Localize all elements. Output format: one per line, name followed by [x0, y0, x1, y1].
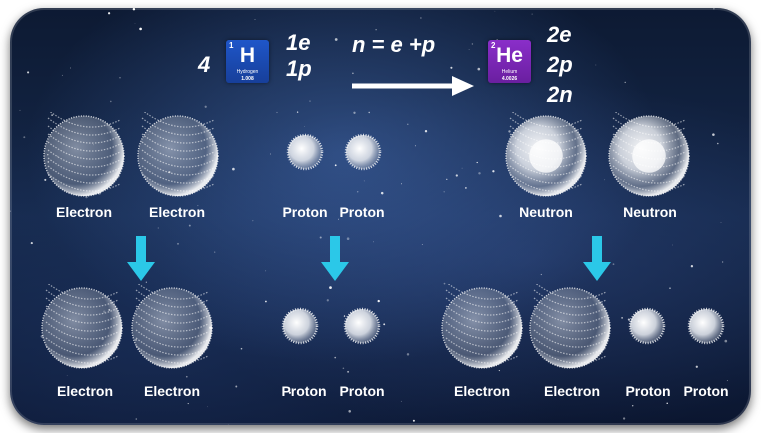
top-label-neutron-2: Neutron: [623, 204, 677, 220]
helium-neutron-count: 2n: [547, 82, 573, 107]
hydrogen-coefficient: 4: [198, 52, 211, 77]
top-electron-2: [137, 112, 219, 197]
top-proton-1: [286, 133, 324, 171]
bottom-proton-2: [343, 307, 381, 345]
top-proton-2: [344, 133, 382, 171]
bottom-proton-3: [628, 307, 666, 345]
top-label-neutron-1: Neutron: [519, 204, 573, 220]
bottom-label-electron-3: Electron: [453, 383, 510, 399]
hydrogen-symbol: H: [239, 44, 256, 67]
reaction-arrow-icon: [352, 76, 474, 96]
bottom-proton-4: [687, 307, 725, 345]
bottom-electron-4: [529, 284, 611, 369]
hydrogen-proton-count: 1p: [286, 56, 312, 81]
neutron-relation: n = e +p: [352, 32, 436, 57]
bottom-proton-1: [281, 307, 319, 345]
bottom-electron-2: [131, 284, 213, 369]
bottom-label-electron-4: Electron: [543, 383, 600, 399]
helium-name: Helium: [501, 69, 518, 75]
bottom-label-proton-3: Proton: [625, 383, 671, 399]
top-neutron-2: [608, 112, 690, 197]
top-label-electron-1: Electron: [55, 204, 112, 220]
bottom-label-proton-4: Proton: [683, 383, 729, 399]
down-arrow-electrons-icon: [127, 236, 155, 281]
top-label-proton-1: Proton: [282, 204, 328, 220]
bottom-label-electron-1: Electron: [56, 383, 113, 399]
hydrogen-atomic-number: 1: [229, 41, 234, 50]
top-electron-1: [43, 112, 125, 197]
starfield-background: [10, 8, 728, 425]
helium-proton-count: 2p: [547, 52, 573, 77]
down-arrow-protons-icon: [321, 236, 349, 281]
hydrogen-electron-count: 1e: [286, 30, 311, 55]
bottom-electron-3: [441, 284, 523, 369]
helium-symbol: He: [496, 44, 523, 67]
down-arrow-neutrons-icon: [583, 236, 611, 281]
top-neutron-1: [505, 112, 587, 197]
top-label-proton-2: Proton: [339, 204, 385, 220]
hydrogen-element-tile: 1 H Hydrogen 1.008: [226, 40, 269, 83]
helium-atomic-number: 2: [491, 41, 496, 50]
top-label-electron-2: Electron: [148, 204, 205, 220]
helium-electron-count: 2e: [547, 22, 572, 47]
bottom-electron-1: [41, 284, 123, 369]
bottom-label-electron-2: Electron: [143, 383, 200, 399]
helium-element-tile: 2 He Helium 4.0026: [488, 40, 531, 83]
bottom-label-proton-1: Proton: [281, 383, 327, 399]
bottom-label-proton-2: Proton: [339, 383, 385, 399]
diagram-frame: 4 1 H Hydrogen 1.008 1e 1p n = e +p 2 He…: [10, 8, 751, 425]
helium-mass: 4.0026: [501, 76, 518, 82]
hydrogen-name: Hydrogen: [236, 69, 259, 75]
hydrogen-mass: 1.008: [241, 76, 254, 82]
